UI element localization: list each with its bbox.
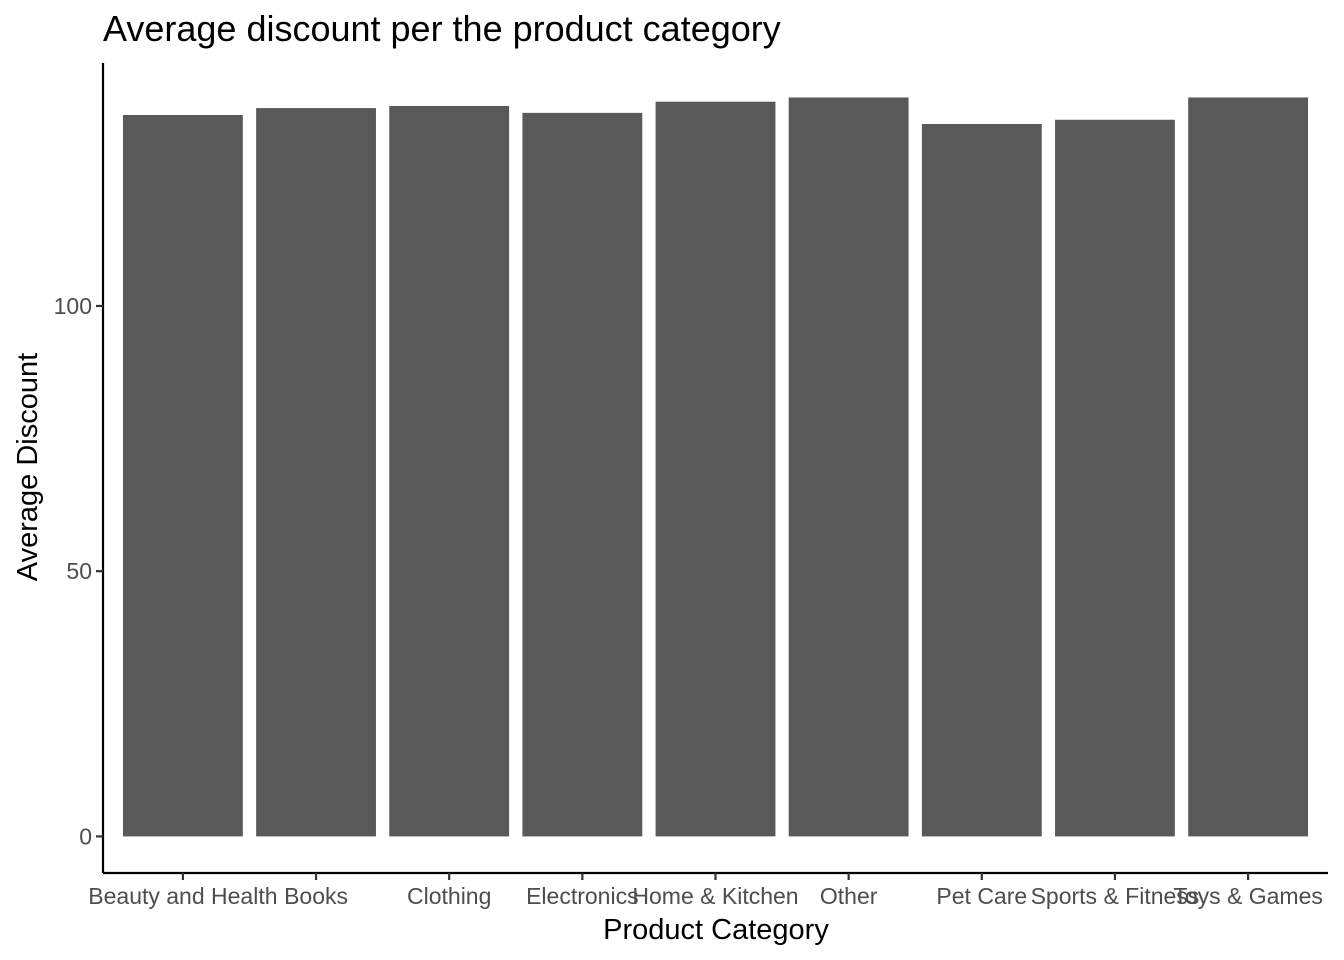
bar xyxy=(122,114,243,837)
x-tick-label: Books xyxy=(284,883,348,909)
x-axis: Beauty and Health Books Clothing Electronic… xyxy=(88,871,1328,909)
bar xyxy=(256,108,376,837)
y-tick-label: 100 xyxy=(54,293,92,319)
y-tick-label: 50 xyxy=(66,558,92,584)
y-axis: 0 50 100 xyxy=(54,63,105,873)
x-axis-title: Product Category xyxy=(603,914,829,946)
y-tick-label: 0 xyxy=(79,823,92,849)
bar xyxy=(1188,97,1309,837)
x-tick-label: Other xyxy=(820,883,878,909)
bar xyxy=(389,105,510,837)
x-tick-label: Sports & Fitness xyxy=(1031,883,1200,909)
bars-group xyxy=(122,97,1309,837)
x-tick-label: Home & Kitchen xyxy=(632,883,798,909)
x-tick-label: Pet Care xyxy=(936,883,1027,909)
chart-title: Average discount per the product categor… xyxy=(103,8,781,49)
x-tick-label: Electronics xyxy=(526,883,638,909)
bar xyxy=(921,124,1042,837)
bar xyxy=(522,112,643,837)
bar xyxy=(1055,119,1175,837)
bar xyxy=(655,101,776,837)
x-tick-label: Clothing xyxy=(407,883,491,909)
x-tick-label: Toys & Games xyxy=(1173,883,1323,909)
y-axis-title: Average Discount xyxy=(12,353,44,581)
bar xyxy=(788,97,909,837)
x-tick-label: Beauty and Health xyxy=(88,883,277,909)
